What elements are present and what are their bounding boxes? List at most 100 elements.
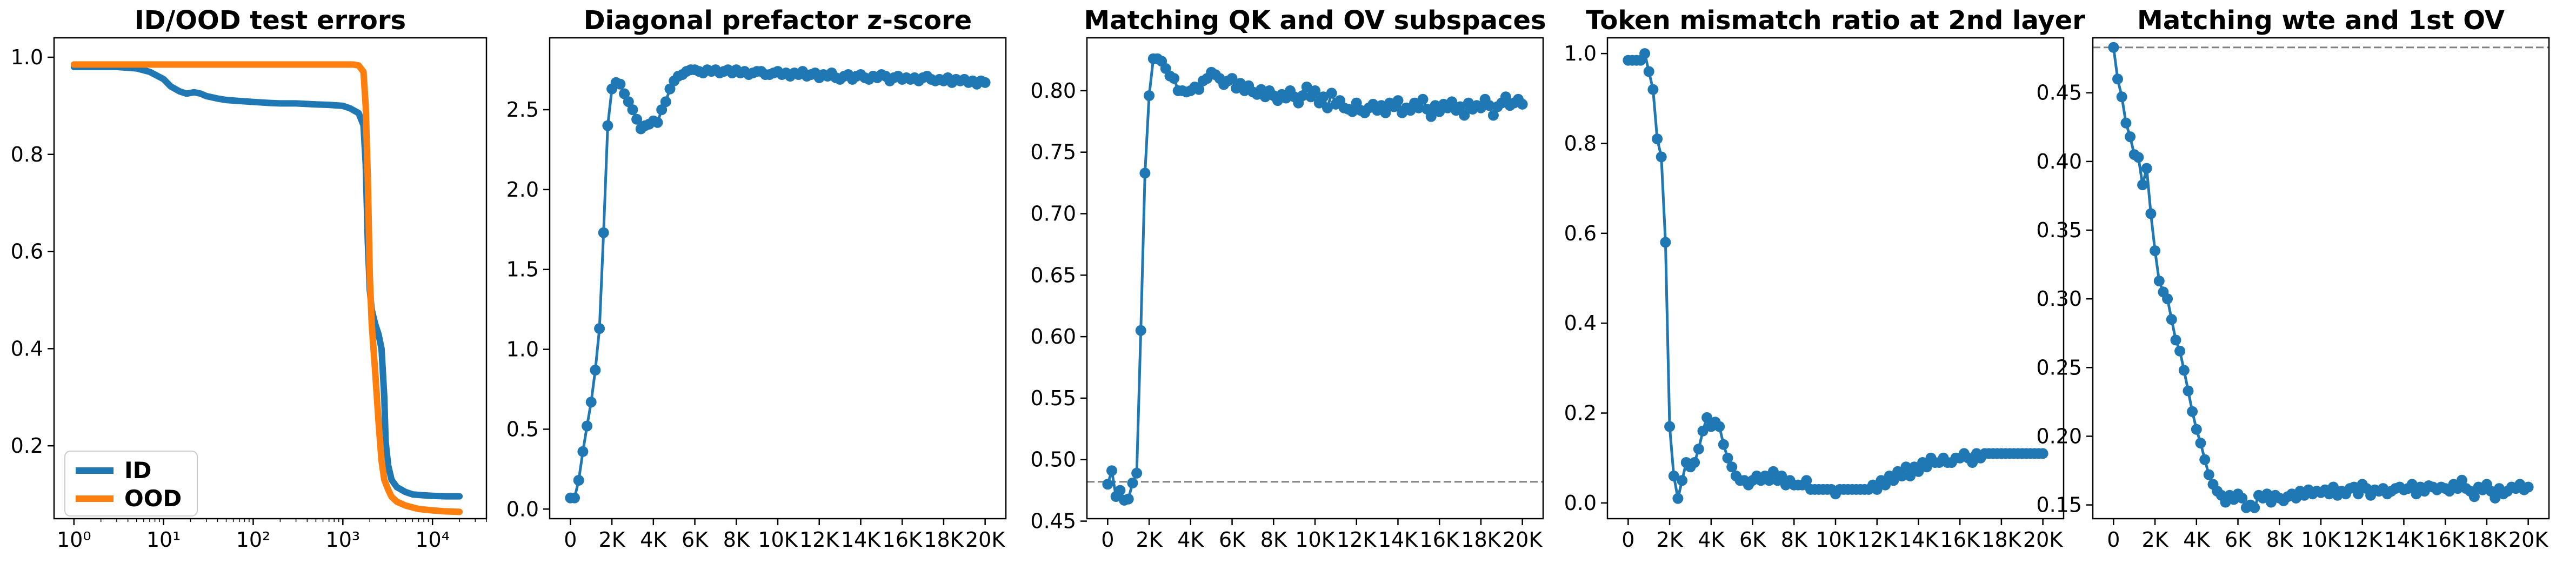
x-tick-label: 18K xyxy=(924,528,964,552)
data-point xyxy=(2249,502,2260,513)
y-tick-label: 0.45 xyxy=(1030,509,1076,533)
data-point xyxy=(1123,493,1134,505)
data-point xyxy=(1647,84,1659,95)
x-tick-label: 6K xyxy=(1219,528,1246,552)
data-point xyxy=(1459,110,1470,121)
x-tick-label: 18K xyxy=(1461,528,1501,552)
y-tick-label: 0.0 xyxy=(506,497,539,521)
data-point xyxy=(615,78,626,90)
data-point xyxy=(2174,345,2186,357)
data-point xyxy=(2468,491,2480,502)
x-tick-label: 20K xyxy=(1503,528,1543,552)
series-line xyxy=(1106,57,1524,502)
data-point xyxy=(1454,101,1466,112)
series-line-id xyxy=(70,63,463,500)
data-point xyxy=(585,397,597,408)
series-line-ood xyxy=(70,61,463,515)
x-tick-label: 10³ xyxy=(326,528,361,552)
data-point xyxy=(1193,84,1205,95)
y-tick-label: 1.0 xyxy=(506,338,539,361)
chart-title: Matching wte and 1st OV xyxy=(2137,5,2505,36)
data-point xyxy=(1764,475,1775,486)
data-point xyxy=(1639,48,1651,59)
data-point xyxy=(2452,483,2464,494)
data-point xyxy=(1656,151,1667,163)
x-tick-label: 20K xyxy=(965,528,1005,552)
x-tick-label: 2K xyxy=(1657,528,1684,552)
data-point xyxy=(623,96,634,108)
x-tick-label: 0 xyxy=(2107,528,2120,552)
data-point xyxy=(1801,475,1812,486)
plot-area xyxy=(1623,48,2048,504)
plot-area xyxy=(2108,42,2534,513)
data-point xyxy=(1668,471,1679,481)
series-line xyxy=(1626,52,2045,500)
y-tick-label: 2.0 xyxy=(506,178,539,202)
x-tick-label: 2K xyxy=(599,528,626,552)
x-tick-label: 18K xyxy=(2467,528,2507,552)
x-tick-label: 12K xyxy=(799,528,839,552)
data-point xyxy=(2203,469,2214,480)
x-tick-label: 14K xyxy=(1899,528,1939,552)
y-tick-label: 0.5 xyxy=(506,417,539,441)
data-point xyxy=(631,113,643,125)
data-point xyxy=(2133,152,2144,163)
data-point xyxy=(594,323,605,334)
data-point xyxy=(2153,276,2165,287)
data-point xyxy=(1446,96,1458,108)
data-point xyxy=(2141,163,2152,174)
y-tick-label: 0.2 xyxy=(11,434,43,458)
data-point xyxy=(1900,461,1912,473)
y-tick-label: 0.8 xyxy=(11,143,43,166)
data-point xyxy=(569,492,580,504)
data-point xyxy=(1888,475,1899,486)
data-point xyxy=(2237,492,2248,504)
axes-frame xyxy=(549,37,1007,520)
x-tick-label: 10K xyxy=(1295,528,1335,552)
data-point xyxy=(1697,425,1709,437)
data-point xyxy=(2328,481,2339,493)
y-tick-label: 0.60 xyxy=(1030,325,1076,348)
data-point xyxy=(2199,454,2211,465)
x-tick-label: 4K xyxy=(640,528,667,552)
axes-frame xyxy=(1606,37,2065,520)
data-point xyxy=(573,475,584,486)
x-tick-label: 20K xyxy=(2023,528,2063,552)
data-point xyxy=(2406,479,2418,490)
data-point xyxy=(1664,421,1676,432)
plot-area xyxy=(70,61,463,515)
data-point xyxy=(1921,461,1932,473)
data-point xyxy=(1967,457,1978,468)
y-tick-label: 1.0 xyxy=(1564,42,1597,65)
data-point xyxy=(2108,42,2119,53)
x-tick-label: 18K xyxy=(1981,528,2021,552)
data-point xyxy=(1896,471,1907,481)
data-point xyxy=(1131,467,1143,479)
x-tick-label: 0 xyxy=(1101,528,1114,552)
plot-area xyxy=(1102,53,1528,506)
x-tick-label: 8K xyxy=(723,528,750,552)
data-point xyxy=(1689,457,1700,468)
axes-frame xyxy=(53,37,488,520)
data-point xyxy=(2183,385,2194,397)
y-tick-label: 0.70 xyxy=(1030,202,1076,225)
series-line xyxy=(569,68,987,500)
data-point xyxy=(1115,485,1126,496)
data-point xyxy=(1318,91,1329,103)
data-point xyxy=(1102,479,1113,490)
data-point xyxy=(1169,73,1180,84)
y-tick-label: 0.55 xyxy=(1030,386,1076,410)
data-point xyxy=(1322,102,1333,113)
data-point xyxy=(660,96,671,108)
data-point xyxy=(1326,88,1337,99)
data-point xyxy=(2125,131,2136,143)
chart-title: ID/OOD test errors xyxy=(135,5,406,36)
data-point xyxy=(582,420,593,432)
plot-area xyxy=(565,64,991,504)
data-point xyxy=(656,104,668,116)
x-tick-label: 4K xyxy=(1177,528,1204,552)
x-tick-label: 0 xyxy=(564,528,577,552)
data-point xyxy=(1726,461,1738,473)
data-point xyxy=(2522,481,2534,493)
